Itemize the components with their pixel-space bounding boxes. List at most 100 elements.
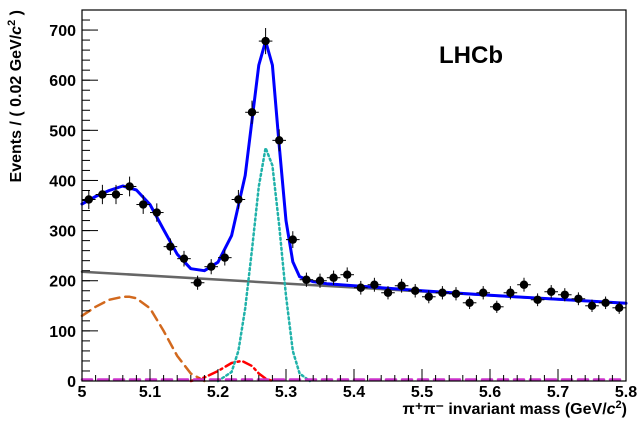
data-point: [109, 184, 123, 205]
x-tick-label: 5: [78, 384, 87, 401]
data-point-marker: [288, 235, 297, 244]
data-point-marker: [547, 287, 556, 296]
x-tick-label: 5.2: [207, 384, 229, 401]
data-point-marker: [152, 208, 161, 217]
y-axis-title-main: Events / ( 0.02 GeV/: [8, 34, 25, 182]
data-point-marker: [533, 295, 542, 304]
data-point: [313, 273, 327, 288]
data-point: [136, 195, 150, 214]
data-point-marker: [315, 276, 325, 285]
data-point-marker: [234, 195, 243, 204]
data-point: [340, 267, 354, 283]
data-point-marker: [261, 36, 270, 46]
data-point: [530, 293, 545, 307]
data-point: [122, 176, 137, 197]
data-point: [490, 300, 504, 313]
data-point-marker: [383, 288, 393, 297]
data-point: [190, 275, 205, 290]
data-point-marker: [424, 292, 433, 301]
data-point: [245, 100, 259, 124]
series-line-total-fit: [80, 39, 628, 305]
data-point: [435, 286, 450, 300]
data-point: [177, 250, 191, 267]
data-point: [381, 286, 395, 300]
data-point: [571, 292, 586, 306]
data-point: [517, 277, 531, 292]
data-point: [299, 272, 314, 287]
data-point: [204, 259, 218, 275]
y-tick-label: 300: [49, 224, 76, 241]
data-point-marker: [302, 275, 311, 284]
data-point-marker: [356, 283, 365, 292]
data-point-marker: [601, 298, 610, 307]
data-point-marker: [329, 273, 338, 282]
data-point-marker: [98, 190, 107, 199]
y-tick-label: 600: [49, 73, 76, 90]
data-point-marker: [111, 190, 121, 199]
data-point: [408, 284, 422, 298]
plot-frame: [81, 9, 627, 382]
data-point: [326, 270, 341, 285]
data-point: [585, 299, 599, 312]
data-point-marker: [479, 288, 488, 297]
x-tick-label: 5.8: [615, 384, 637, 401]
data-point: [476, 286, 490, 300]
x-tick-label: 5.7: [547, 384, 569, 401]
x-axis-title: π⁺π⁻ invariant mass (GeV/c2): [403, 399, 627, 418]
data-point-marker: [179, 254, 189, 263]
data-point-marker: [370, 280, 379, 289]
y-tick-label: 0: [67, 374, 76, 391]
data-point: [544, 285, 558, 299]
data-point-marker: [193, 278, 202, 287]
data-point-marker: [84, 195, 94, 204]
data-point: [82, 189, 96, 210]
data-point: [598, 296, 613, 310]
data-point: [163, 238, 178, 255]
plot-area: [80, 28, 628, 383]
y-axis-title-c: c: [8, 26, 25, 35]
data-point-marker: [587, 301, 597, 310]
data-point: [218, 249, 232, 266]
data-point: [367, 277, 382, 292]
x-tick-label: 5.4: [343, 384, 365, 401]
data-point-marker: [492, 302, 501, 311]
x-tick-label: 5.3: [275, 384, 297, 401]
data-point: [612, 301, 626, 314]
data-point-marker: [411, 286, 420, 295]
data-point: [449, 287, 463, 301]
data-point: [503, 286, 518, 300]
data-point-marker: [451, 289, 461, 298]
x-axis-title-power: 2: [616, 399, 622, 411]
y-tick-label: 100: [49, 324, 76, 341]
data-point: [354, 280, 368, 295]
data-point-marker: [615, 303, 624, 313]
data-point: [150, 203, 164, 222]
y-axis-title: Events / ( 0.02 GeV/c2 ): [6, 10, 25, 182]
data-point-marker: [397, 281, 406, 290]
data-point-marker: [275, 136, 284, 145]
data-point-marker: [465, 298, 474, 307]
data-point-marker: [166, 242, 175, 251]
data-point: [286, 231, 300, 249]
data-point: [258, 28, 273, 55]
data-point: [272, 129, 286, 152]
data-point: [422, 290, 436, 304]
x-axis-title-c: c: [607, 401, 616, 418]
data-point-marker: [506, 288, 515, 297]
data-point-marker: [519, 280, 529, 289]
data-point-marker: [438, 288, 447, 297]
data-point: [95, 184, 110, 205]
x-axis-title-main: π⁺π⁻ invariant mass (GeV/: [403, 401, 608, 418]
y-tick-label: 500: [49, 123, 76, 140]
y-axis-title-power: 2: [6, 20, 18, 26]
y-tick-label: 400: [49, 173, 76, 190]
data-point-marker: [343, 270, 352, 279]
axis-ticks: 5 5.1 5.2 5.3 5.4 5.5 5.6 5.7 5.8 0 100 200 300 400 50…: [49, 19, 637, 401]
y-axis-title-end: ): [8, 10, 25, 20]
data-point: [462, 296, 477, 310]
series-line-peak-component: [216, 146, 312, 383]
x-tick-label: 5.6: [479, 384, 501, 401]
data-point-marker: [560, 290, 569, 299]
experiment-label: LHCb: [439, 42, 503, 69]
